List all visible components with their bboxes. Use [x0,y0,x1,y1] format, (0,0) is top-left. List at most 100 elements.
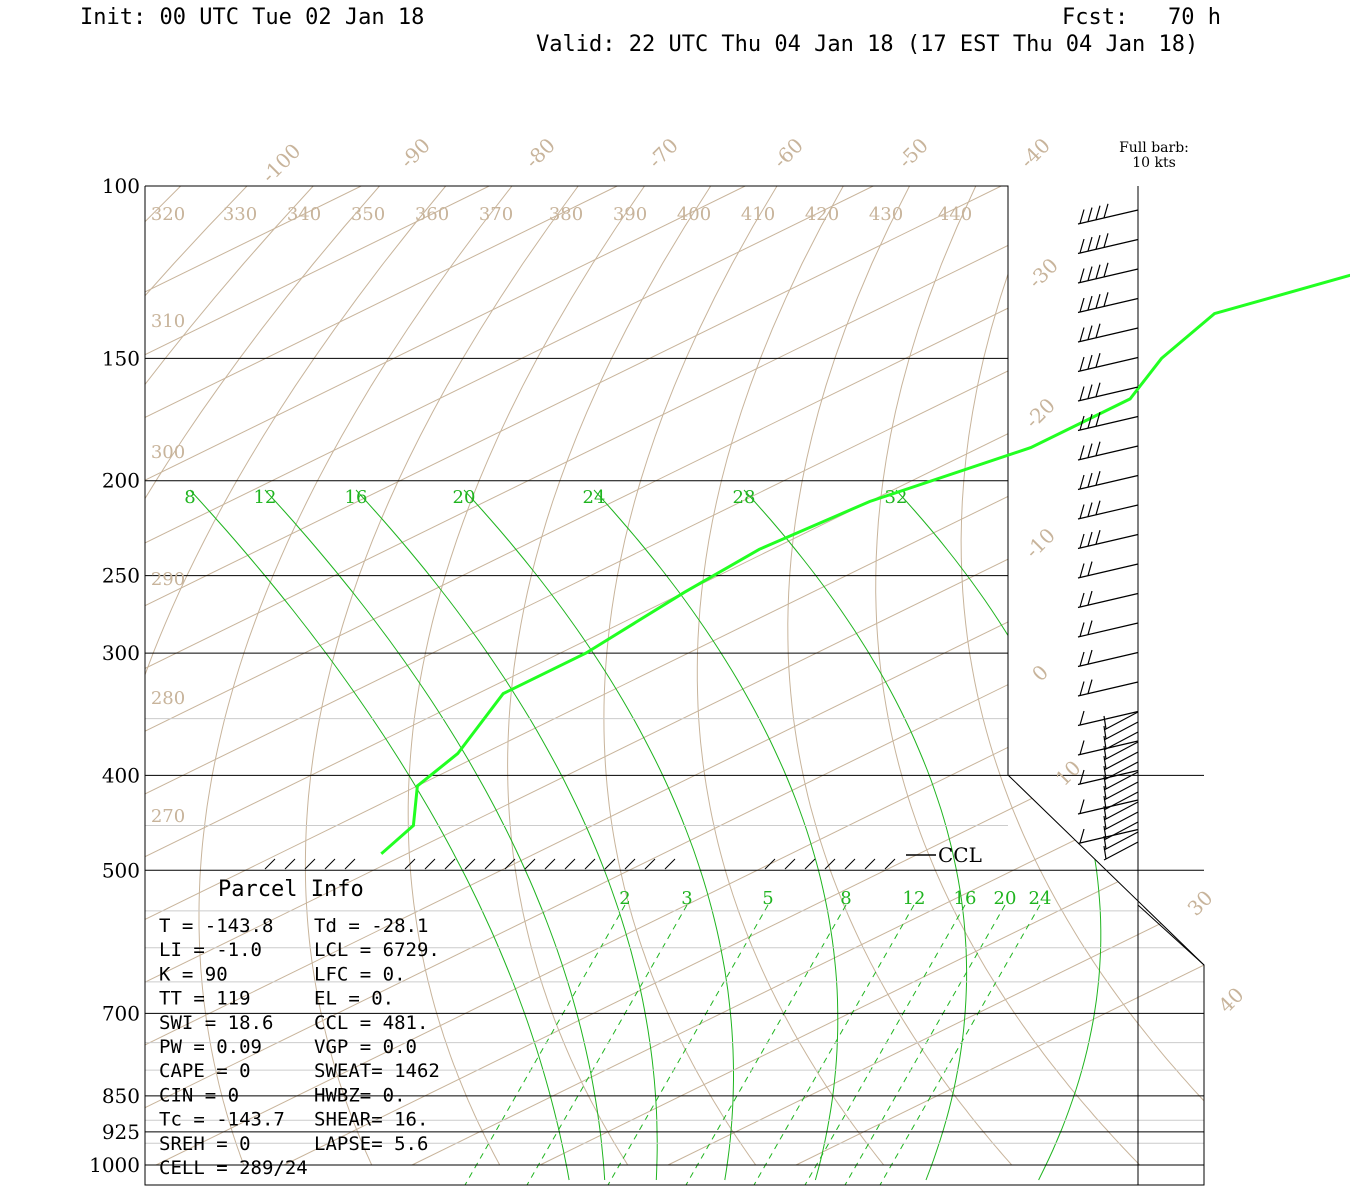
mixing-ratio-line [844,904,1006,1185]
isotherm-label: -10 [1020,523,1060,563]
theta-label: 350 [351,204,385,225]
wind-barb [1103,721,1139,741]
moist-adiabat-line [189,489,570,1181]
isotherm-label: -20 [1020,393,1060,433]
theta-label: 370 [479,204,513,225]
isotherm-label: -70 [643,133,683,173]
wind-barb [1103,751,1139,771]
mixing-ratio-label: 5 [762,888,773,909]
isotherm-line [411,186,1204,1166]
init-time: Init: 00 UTC Tue 02 Jan 18 [80,5,425,30]
isotherm-line [145,186,1204,1166]
parcel-info-left: CELL = 289/24 [159,1157,308,1179]
moist-adiabat-line [355,489,658,1181]
wind-barb [1077,561,1139,579]
moist-adiabat-line [743,489,968,1181]
hatch-mark [764,858,776,870]
isotherm-label: 40 [1214,983,1249,1018]
temperature-profile [380,273,1350,855]
hatch-mark [464,858,476,870]
mixing-ratio-line [526,904,688,1185]
isotherm-line [145,186,874,1166]
isotherm-line [145,186,1204,1166]
isotherm-line [145,186,1204,1166]
parcel-info-left: CAPE = 0 [159,1060,251,1082]
wind-barb [1077,530,1139,550]
parcel-info-right: SWEAT= 1462 [314,1060,440,1082]
mixing-ratio-label: 16 [954,888,977,909]
isotherm-label: 10 [1051,756,1086,791]
pressure-label: 300 [102,641,140,665]
isotherm-line [145,186,490,1166]
parcel-info-right: LAPSE= 5.6 [314,1133,428,1155]
hatch-mark [284,858,296,870]
wind-barb [1077,203,1139,225]
isotherm-line [667,186,1204,1166]
isotherm-label: -60 [768,133,808,173]
wind-barb [1103,811,1139,831]
hatch-mark [504,858,516,870]
theta-label: 390 [613,204,647,225]
dry-adiabat-line [1281,186,1350,1165]
forecast-hour: Fcst: 70 h [1062,5,1221,30]
isotherm-line [145,186,618,1166]
theta-label: 280 [151,688,185,709]
wind-barb [1103,711,1139,731]
hatch-mark [784,858,796,870]
wind-barb [1103,801,1139,821]
isotherm-label: 30 [1183,886,1218,921]
hatch-mark [424,858,436,870]
mixing-ratio-line [464,904,626,1185]
theta-label: 410 [741,204,775,225]
wind-barb [1077,471,1139,491]
parcel-info-right: Td = -28.1 [314,915,428,937]
hatch-mark [604,858,616,870]
parcel-info-left: TT = 119 [159,988,251,1010]
isotherm-line [145,186,1002,1166]
hatch-mark [444,858,456,870]
wind-barb [1103,791,1139,811]
wind-barb [1103,821,1139,841]
pressure-label: 500 [102,858,140,882]
wind-barb [1103,741,1139,761]
parcel-info-right: CCL = 481. [314,1012,428,1034]
pressure-label: 200 [102,469,140,493]
wind-barb [1077,649,1139,668]
hatch-mark [304,858,316,870]
hatch-mark [524,858,536,870]
theta-label: 440 [938,204,972,225]
isotherm-label: -80 [520,133,560,173]
isotherm-label: -90 [395,133,435,173]
hatch-mark [544,858,556,870]
pressure-label: 400 [102,763,140,787]
wind-barb [1077,292,1139,314]
parcel-info-left: SREH = 0 [159,1133,251,1155]
wind-barb [1103,731,1139,751]
wind-barb-header: Full barb: [1119,140,1189,156]
hatch-mark [864,858,876,870]
wind-barb-header-units: 10 kts [1132,155,1176,171]
mixing-ratio-label: 20 [994,888,1017,909]
wind-barb [1077,679,1139,697]
parcel-info-right: SHEAR= 16. [314,1109,428,1131]
parcel-info-left: T = -143.8 [159,915,273,937]
parcel-info-right: VGP = 0.0 [314,1036,417,1058]
parcel-info-left: K = 90 [159,963,228,985]
moist-adiabat-label: 16 [345,487,368,508]
wind-barb [1103,761,1139,781]
parcel-info-left: CIN = 0 [159,1084,239,1106]
chart-frame [144,185,1205,1186]
isotherm-line [145,186,746,1166]
hatch-mark [344,858,356,870]
ccl-label: CCL [938,843,982,867]
theta-label: 400 [677,204,711,225]
hatch-mark [664,858,676,870]
hatch-mark [884,858,896,870]
moist-adiabat-label: 8 [184,487,195,508]
mixing-ratio-label: 2 [619,888,630,909]
hatch-mark [564,858,576,870]
wind-barb [1077,382,1139,402]
theta-label: 360 [415,204,449,225]
moist-adiabat-line [593,489,839,1181]
